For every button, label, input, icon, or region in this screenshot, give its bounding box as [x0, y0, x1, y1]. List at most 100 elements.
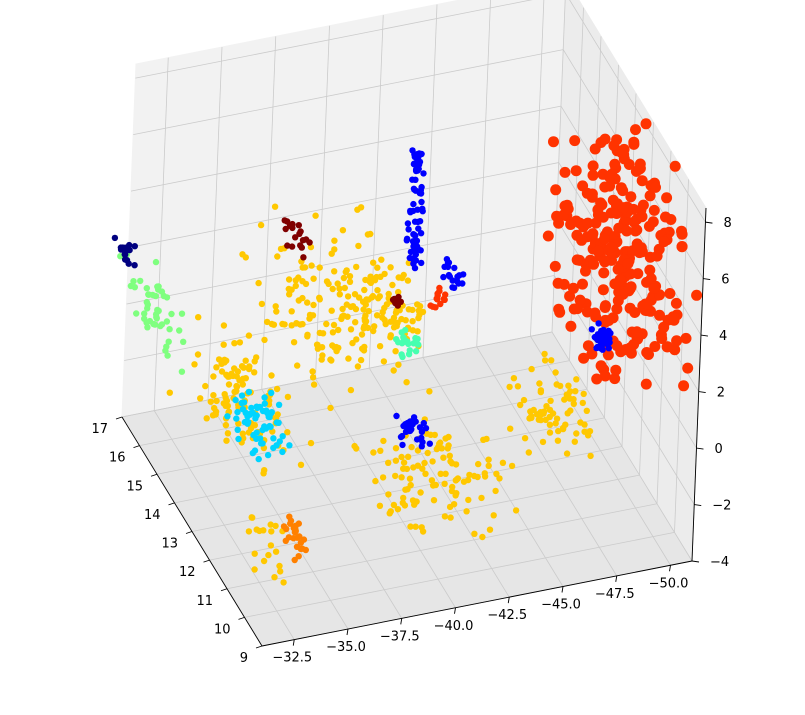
data-point [410, 200, 417, 208]
data-point [404, 453, 412, 460]
data-point [310, 275, 317, 282]
data-point [577, 278, 588, 290]
data-point [437, 300, 444, 308]
data-point [414, 301, 421, 308]
data-point [224, 413, 231, 420]
data-point [506, 383, 513, 391]
data-point [517, 401, 524, 409]
data-point [402, 486, 409, 493]
data-point [304, 333, 311, 340]
data-point [573, 430, 580, 437]
data-point [650, 181, 661, 193]
data-point [158, 288, 166, 295]
data-point [422, 470, 429, 477]
data-point [234, 426, 241, 433]
data-point [583, 407, 590, 414]
data-point [419, 208, 426, 215]
data-point [536, 380, 543, 387]
data-point [331, 237, 338, 244]
data-point [295, 222, 302, 229]
data-point [158, 321, 166, 328]
data-point [676, 228, 688, 240]
x-tick [203, 559, 210, 563]
data-point [285, 276, 293, 283]
data-point [271, 203, 279, 210]
data-point [586, 428, 594, 435]
data-point [279, 320, 286, 328]
data-point [392, 299, 399, 307]
data-point [261, 400, 268, 407]
data-point [251, 550, 258, 557]
data-point [223, 397, 231, 404]
data-point [541, 350, 548, 358]
data-point [253, 429, 260, 436]
data-point [389, 318, 396, 325]
data-points [111, 118, 703, 586]
data-point [548, 357, 555, 364]
series-4 [224, 388, 293, 463]
data-point [399, 441, 406, 449]
data-point [586, 348, 598, 360]
y-tick [561, 586, 564, 593]
data-point [555, 427, 562, 435]
data-point [660, 211, 671, 223]
y-tick [454, 607, 456, 614]
data-point [640, 118, 652, 130]
data-point [210, 373, 217, 380]
data-point [424, 449, 431, 457]
data-point [195, 314, 202, 321]
data-point [432, 481, 439, 489]
series-3 [117, 246, 187, 375]
data-point [261, 394, 268, 401]
data-point [621, 225, 633, 237]
z-tick [700, 334, 709, 337]
data-point [454, 273, 461, 280]
data-point [481, 473, 489, 480]
data-point [339, 305, 346, 313]
data-point [598, 267, 610, 279]
data-point [410, 340, 417, 347]
x-tick [238, 616, 245, 620]
data-point [225, 381, 233, 388]
y-tick [400, 618, 403, 625]
data-point [554, 306, 566, 318]
data-point [603, 315, 615, 326]
data-point [414, 335, 421, 343]
data-point [475, 460, 482, 468]
data-point [412, 167, 420, 175]
data-point [360, 306, 367, 313]
data-point [149, 291, 156, 299]
data-point [180, 338, 187, 345]
data-point [288, 308, 295, 315]
data-point [309, 368, 316, 375]
data-point [207, 398, 214, 405]
data-point [353, 263, 360, 271]
data-point [393, 322, 400, 330]
data-point [224, 430, 232, 437]
data-point [340, 274, 348, 282]
data-point [385, 459, 392, 466]
z-tick [705, 221, 713, 224]
data-point [260, 470, 267, 477]
data-point [466, 471, 473, 479]
data-point [525, 449, 532, 456]
data-point [631, 326, 643, 338]
data-point [163, 318, 171, 325]
data-point [259, 440, 266, 447]
z-tick [698, 391, 706, 394]
data-point [248, 514, 255, 521]
data-point [412, 176, 419, 183]
data-point [405, 226, 412, 233]
data-point [570, 165, 582, 177]
data-point [418, 259, 425, 267]
data-point [546, 429, 554, 436]
data-point [537, 388, 544, 396]
data-point [274, 411, 281, 418]
data-point [417, 489, 424, 496]
data-point [418, 183, 425, 191]
data-point [202, 382, 209, 390]
data-point [355, 242, 362, 250]
data-point [238, 363, 246, 370]
data-point [465, 496, 472, 504]
data-point [403, 379, 410, 386]
